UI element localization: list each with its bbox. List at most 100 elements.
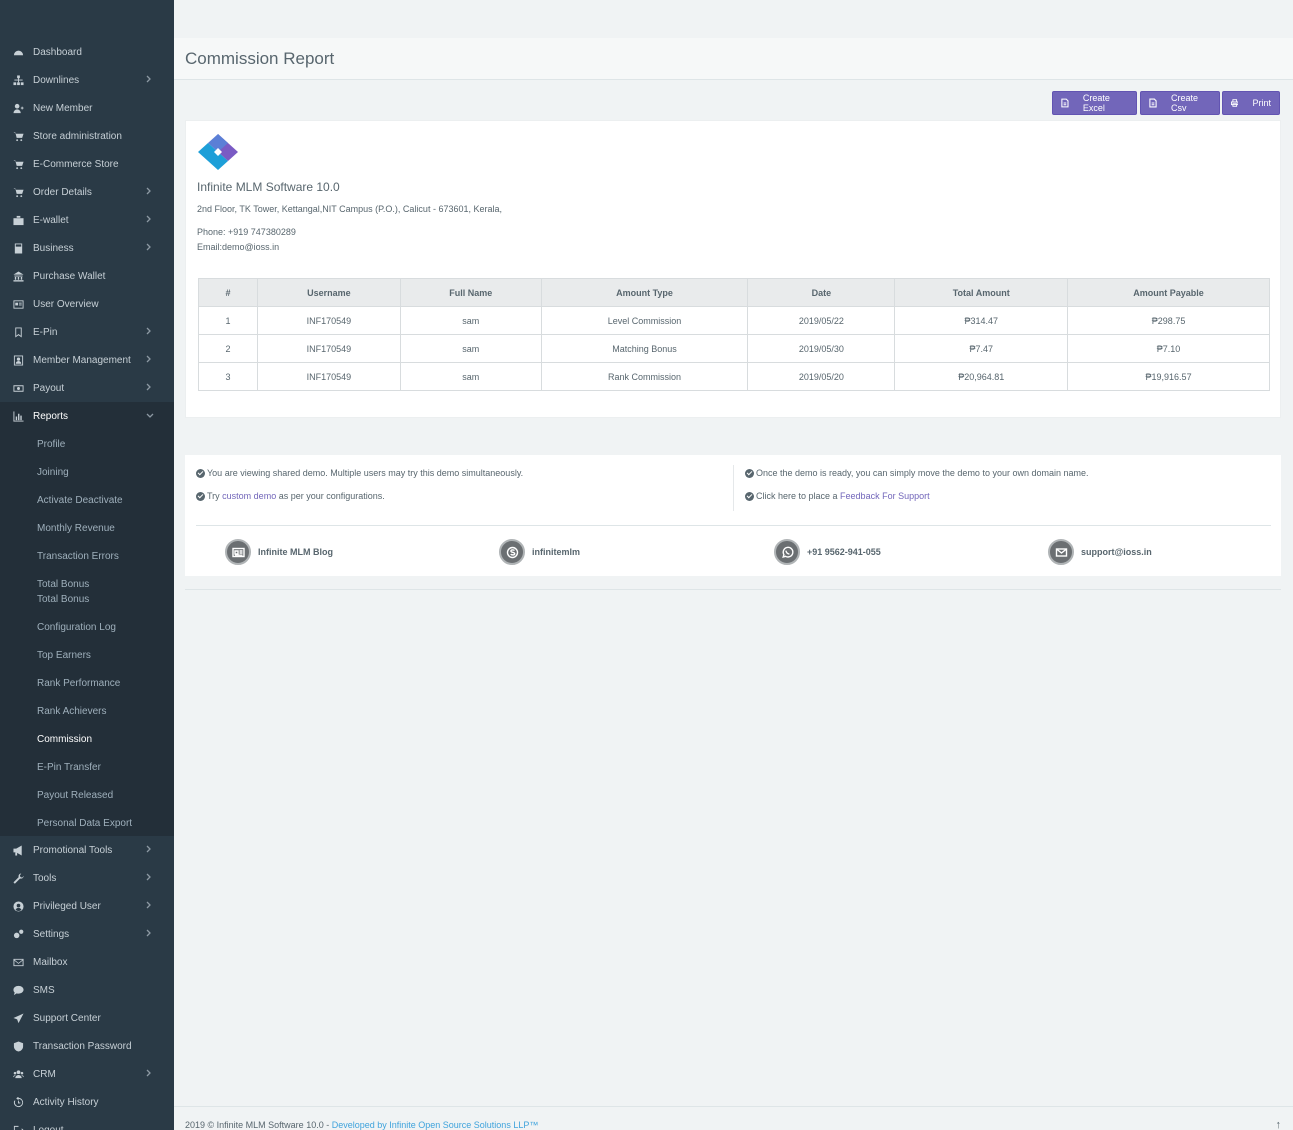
sidebar-item-new-member[interactable]: New Member xyxy=(0,94,174,122)
user-plus-icon xyxy=(11,102,25,114)
sidebar-subitem-total-bonus[interactable]: Total Bonus xyxy=(37,594,90,605)
custom-demo-link[interactable]: custom demo xyxy=(222,491,277,501)
sidebar-subitem-top-earners[interactable]: Top Earners xyxy=(37,650,91,661)
user-square-icon xyxy=(11,354,25,366)
sidebar-item-reports[interactable]: Reports xyxy=(0,402,174,430)
sidebar-item-privileged-user[interactable]: Privileged User xyxy=(0,892,174,920)
table-cell: ₱19,916.57 xyxy=(1067,362,1270,391)
table-cell: 2019/05/30 xyxy=(747,334,896,363)
create-csv-button[interactable]: Create Csv xyxy=(1140,91,1220,115)
table-row: 3 INF170549 sam Rank Commission 2019/05/… xyxy=(198,362,1270,391)
sitemap-icon xyxy=(11,74,25,86)
sidebar-subitem-rank-performance[interactable]: Rank Performance xyxy=(37,678,121,689)
sidebar-item-dashboard[interactable]: Dashboard xyxy=(0,38,174,66)
sidebar-subitem-profile[interactable]: Profile xyxy=(37,439,66,450)
sidebar-item-order-details[interactable]: Order Details xyxy=(0,178,174,206)
envelope-icon xyxy=(1048,539,1074,565)
sidebar-item-user-overview[interactable]: User Overview xyxy=(0,290,174,318)
table-cell: Matching Bonus xyxy=(540,334,749,363)
sidebar-item-downlines[interactable]: Downlines xyxy=(0,66,174,94)
page-title: Commission Report xyxy=(185,49,335,68)
sidebar-item-payout[interactable]: Payout xyxy=(0,374,174,402)
sidebar-item-sms[interactable]: SMS xyxy=(0,976,174,1004)
sidebar-item-logout[interactable]: Logout xyxy=(0,1116,174,1130)
table-cell: ₱298.75 xyxy=(1067,306,1270,335)
sidebar-item-settings[interactable]: Settings xyxy=(0,920,174,948)
feedback-support-link[interactable]: Feedback For Support xyxy=(840,491,930,501)
contact-blog[interactable]: Infinite MLM Blog xyxy=(225,539,333,565)
sidebar-item-e-commerce-store[interactable]: E-Commerce Store xyxy=(0,150,174,178)
table-cell: INF170549 xyxy=(256,362,401,391)
create-excel-label: Create Excel xyxy=(1082,93,1110,113)
comment-icon xyxy=(11,984,25,996)
sidebar-subitem-total-bonus[interactable]: Total Bonus xyxy=(37,579,90,590)
sidebar-item-store-administration[interactable]: Store administration xyxy=(0,122,174,150)
sidebar-item-label: Business xyxy=(33,242,74,254)
sidebar-subitem-joining[interactable]: Joining xyxy=(37,467,69,478)
page-header: Commission Report xyxy=(174,38,1293,80)
sidebar-subitem-transaction-errors[interactable]: Transaction Errors xyxy=(37,551,119,562)
sidebar-item-mailbox[interactable]: Mailbox xyxy=(0,948,174,976)
create-excel-button[interactable]: Create Excel xyxy=(1052,91,1137,115)
copyright-text: 2019 © Infinite MLM Software 10.0 - xyxy=(185,1120,332,1130)
history-icon xyxy=(11,1096,25,1108)
sidebar-item-label: Activity History xyxy=(33,1096,99,1108)
table-row: 1 INF170549 sam Level Commission 2019/05… xyxy=(198,306,1270,335)
sidebar-item-business[interactable]: Business xyxy=(0,234,174,262)
table-cell: ₱314.47 xyxy=(894,306,1069,335)
demo-info-card: You are viewing shared demo. Multiple us… xyxy=(185,455,1281,576)
sidebar-item-member-management[interactable]: Member Management xyxy=(0,346,174,374)
print-button[interactable]: Print xyxy=(1222,91,1280,115)
chevron-right-icon xyxy=(146,845,156,855)
sidebar-item-label: E-Pin xyxy=(33,326,58,338)
sidebar-item-label: E-wallet xyxy=(33,214,69,226)
sidebar-subitem-rank-achievers[interactable]: Rank Achievers xyxy=(37,706,107,717)
sidebar-item-support-center[interactable]: Support Center xyxy=(0,1004,174,1032)
sidebar-item-label: Tools xyxy=(33,872,57,884)
sidebar-item-label: Purchase Wallet xyxy=(33,270,106,282)
sidebar-item-tools[interactable]: Tools xyxy=(0,864,174,892)
table-cell: 3 xyxy=(198,362,258,391)
contact-whatsapp[interactable]: +91 9562-941-055 xyxy=(774,539,881,565)
sidebar-subitem-activate-deactivate[interactable]: Activate Deactivate xyxy=(37,495,123,506)
chevron-right-icon xyxy=(146,929,156,939)
whatsapp-icon xyxy=(774,539,800,565)
contact-skype[interactable]: infinitemlm xyxy=(499,539,580,565)
sidebar-item-promotional-tools[interactable]: Promotional Tools xyxy=(0,836,174,864)
developer-link[interactable]: Developed by Infinite Open Source Soluti… xyxy=(331,1120,539,1130)
company-name: Infinite MLM Software 10.0 xyxy=(197,180,340,194)
demo-notice-text: Try xyxy=(207,491,223,501)
sidebar-subitem-personal-data-export[interactable]: Personal Data Export xyxy=(37,818,133,829)
sidebar-subitem-configuration-log[interactable]: Configuration Log xyxy=(37,622,116,633)
bookmark-icon xyxy=(11,326,25,338)
sidebar-item-e-wallet[interactable]: E-wallet xyxy=(0,206,174,234)
table-cell: sam xyxy=(399,306,542,335)
chevron-right-icon xyxy=(146,901,156,911)
table-cell: Rank Commission xyxy=(540,362,749,391)
sidebar-subitem-e-pin-transfer[interactable]: E-Pin Transfer xyxy=(37,762,101,773)
bar-chart-icon xyxy=(11,410,25,422)
sidebar-item-activity-history[interactable]: Activity History xyxy=(0,1088,174,1116)
sidebar-subitem-commission[interactable]: Commission xyxy=(37,734,93,745)
demo-notice-custom: Try custom demo as per your configuratio… xyxy=(196,491,385,501)
money-icon xyxy=(11,382,25,394)
user-circle-icon xyxy=(11,900,25,912)
sidebar-item-transaction-password[interactable]: Transaction Password xyxy=(0,1032,174,1060)
chevron-right-icon xyxy=(146,243,156,253)
column-header: Total Amount xyxy=(894,278,1069,307)
demo-notice-text: Click here to place a xyxy=(756,491,841,501)
sidebar-subitem-monthly-revenue[interactable]: Monthly Revenue xyxy=(37,523,115,534)
chevron-right-icon xyxy=(146,355,156,365)
sidebar-item-e-pin[interactable]: E-Pin xyxy=(0,318,174,346)
contact-email[interactable]: support@ioss.in xyxy=(1048,539,1152,565)
table-cell: INF170549 xyxy=(256,306,401,335)
demo-notice-feedback: Click here to place a Feedback For Suppo… xyxy=(745,491,930,501)
sidebar-item-crm[interactable]: CRM xyxy=(0,1060,174,1088)
sidebar-subitem-payout-released[interactable]: Payout Released xyxy=(37,790,114,801)
table-cell: Level Commission xyxy=(540,306,749,335)
scroll-top-icon[interactable]: ↑ xyxy=(1275,1119,1282,1130)
check-circle-icon xyxy=(196,468,205,478)
demo-notice-domain: Once the demo is ready, you can simply m… xyxy=(745,468,1089,478)
sidebar-item-label: Promotional Tools xyxy=(33,844,113,856)
sidebar-item-purchase-wallet[interactable]: Purchase Wallet xyxy=(0,262,174,290)
